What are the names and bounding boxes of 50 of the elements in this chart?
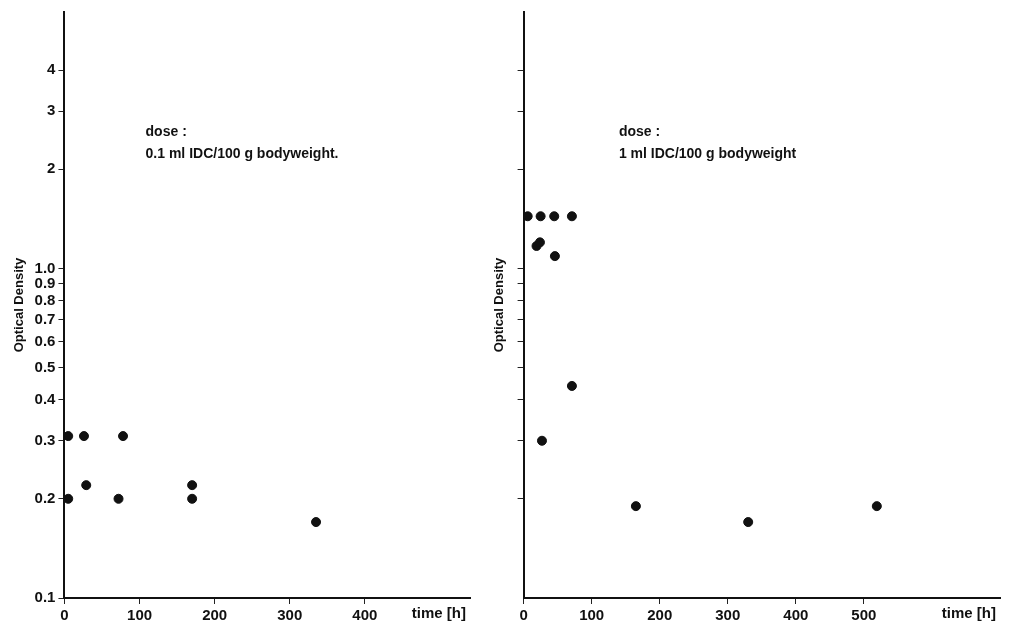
- x-tick-label: 500: [851, 606, 877, 624]
- point: [78, 431, 89, 442]
- point: [743, 517, 754, 528]
- y-tick-label: 0.9: [34, 273, 56, 291]
- point: [535, 211, 546, 222]
- y-axis-title: Optical Density: [11, 256, 27, 353]
- x-tick-label: 100: [127, 606, 153, 624]
- point: [536, 435, 547, 446]
- annotation: 1 ml IDC/100 g bodyweight: [618, 144, 797, 161]
- y-tick-label: 0.8: [34, 290, 56, 308]
- point: [64, 493, 74, 504]
- point: [871, 501, 882, 512]
- y-tick-label: 3: [47, 101, 56, 119]
- y-tick-label: 4: [47, 60, 57, 78]
- y-tick-label: 2: [47, 159, 56, 177]
- y-tick-label: 0.4: [34, 389, 57, 407]
- x-tick-label: 400: [783, 606, 809, 624]
- annotation: 0.1 ml IDC/100 g bodyweight.: [145, 144, 339, 161]
- x-tick-label: 0: [519, 606, 528, 624]
- y-tick-label: 0.6: [34, 331, 56, 349]
- annotation: dose :: [618, 122, 661, 139]
- x-tick-label: 300: [277, 606, 303, 624]
- x-tick-label: 0: [60, 606, 69, 624]
- x-tick-label: 300: [715, 606, 741, 624]
- y-axis-title: Optical Density: [491, 256, 507, 353]
- point: [566, 211, 577, 222]
- x-axis-title: time [h]: [941, 603, 996, 621]
- point: [549, 251, 560, 262]
- y-tick-label: 0.7: [34, 309, 56, 327]
- x-tick-label: 100: [579, 606, 605, 624]
- y-tick-label: 0.2: [34, 488, 56, 506]
- point: [566, 380, 577, 391]
- point: [187, 480, 198, 491]
- point: [630, 501, 641, 512]
- x-axis-title: time [h]: [411, 603, 466, 621]
- point: [64, 431, 74, 442]
- x-tick-label: 200: [202, 606, 228, 624]
- point: [187, 493, 198, 504]
- point: [118, 431, 129, 442]
- point: [549, 211, 560, 222]
- annotation: dose :: [145, 122, 187, 139]
- point: [113, 493, 124, 504]
- y-tick-label: 0.1: [34, 588, 56, 606]
- point: [311, 517, 322, 528]
- x-tick-label: 200: [647, 606, 673, 624]
- y-tick-label: 0.5: [34, 357, 56, 375]
- x-tick-label: 400: [352, 606, 378, 624]
- point: [81, 480, 92, 491]
- y-tick-label: 0.3: [34, 430, 56, 448]
- y-tick-label: 1.0: [34, 258, 56, 276]
